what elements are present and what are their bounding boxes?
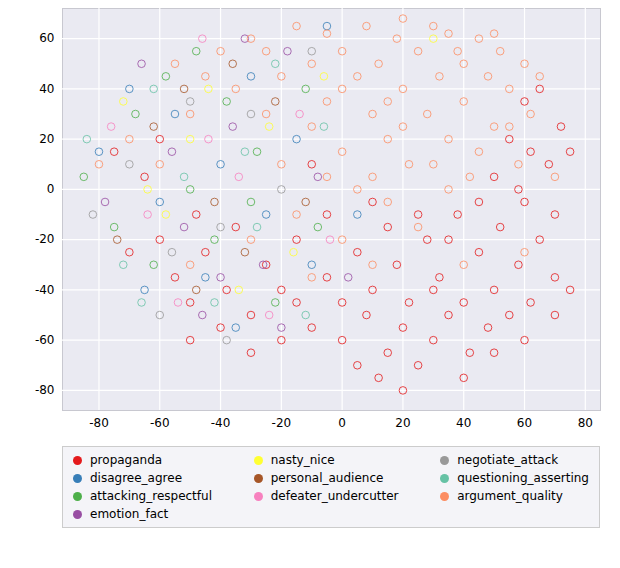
html-text:personal_audience: personal_audience (270, 471, 384, 485)
html-text:propaganda: propaganda (90, 453, 163, 467)
svg-text:0: 0 (47, 182, 55, 196)
svg-text:20: 20 (395, 416, 410, 430)
html-text:argument_quality: argument_quality (457, 489, 563, 503)
svg-text:-60: -60 (150, 416, 170, 430)
html-text:negotiate_attack: negotiate_attack (457, 453, 559, 467)
html-text:questioning_asserting: questioning_asserting (457, 471, 589, 485)
html-text:emotion_fact: emotion_fact (90, 507, 169, 521)
svg-text:40: 40 (456, 416, 471, 430)
html-text:nasty_nice: nasty_nice (270, 453, 335, 467)
svg-text:-40: -40 (211, 416, 231, 430)
svg-text:60: 60 (39, 31, 54, 45)
html-text:attacking_respectful: attacking_respectful (90, 489, 212, 503)
html-text:disagree_agree: disagree_agree (90, 471, 182, 485)
svg-text:-60: -60 (35, 333, 55, 347)
svg-text:-20: -20 (35, 232, 55, 246)
svg-text:-80: -80 (89, 416, 109, 430)
svg-text:40: 40 (39, 82, 54, 96)
svg-text:0: 0 (338, 416, 346, 430)
svg-text:-40: -40 (35, 283, 55, 297)
svg-text:60: 60 (517, 416, 532, 430)
svg-text:-80: -80 (35, 383, 55, 397)
svg-text:80: 80 (578, 416, 593, 430)
html-text:defeater_undercutter: defeater_undercutter (270, 489, 399, 503)
svg-text:-20: -20 (272, 416, 292, 430)
svg-text:20: 20 (39, 132, 54, 146)
